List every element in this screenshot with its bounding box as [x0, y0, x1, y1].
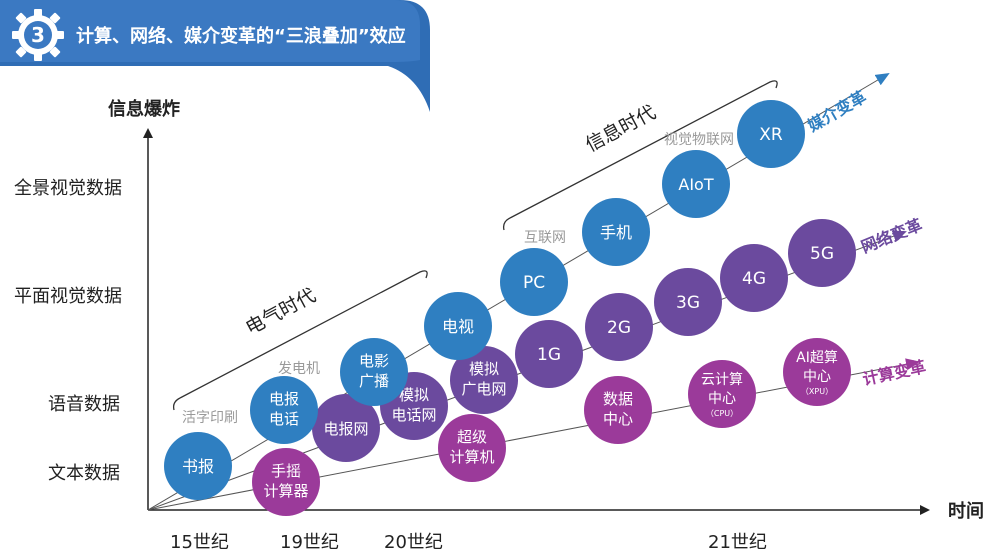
x-period-21c: 21世纪: [708, 532, 767, 553]
y-level-text: 文本数据: [48, 463, 120, 484]
header-number: 3: [31, 23, 45, 47]
node-books-newspapers: 书报: [164, 432, 232, 500]
node-telegraph-telephone: 电报 电话: [250, 376, 318, 444]
compute-wave-label: 计算变革: [861, 357, 928, 389]
node-film-radio: 电影 广播: [340, 338, 408, 406]
svg-text:5G: 5G: [810, 244, 834, 264]
svg-text:XR: XR: [759, 125, 783, 145]
svg-text:电影: 电影: [359, 352, 389, 370]
node-2g: 2G: [585, 293, 653, 361]
svg-text:云计算: 云计算: [701, 372, 743, 388]
svg-text:PC: PC: [523, 273, 545, 293]
y-level-voice: 语音数据: [48, 394, 120, 415]
node-1g: 1G: [515, 320, 583, 388]
x-period-19c: 19世纪: [280, 532, 339, 553]
svg-text:书报: 书报: [182, 457, 214, 476]
svg-text:广电网: 广电网: [461, 380, 506, 398]
svg-text:电话网: 电话网: [391, 406, 436, 424]
svg-text:手摇: 手摇: [271, 462, 301, 480]
svg-text:模拟: 模拟: [469, 360, 499, 378]
y-axis-title: 信息爆炸: [108, 98, 180, 120]
svg-text:广播: 广播: [359, 372, 389, 390]
node-analog-broadcast-network: 模拟 广电网: [450, 346, 518, 414]
node-mobile-phone: 手机: [582, 198, 650, 266]
svg-text:中心: 中心: [803, 369, 831, 385]
svg-text:计算器: 计算器: [263, 482, 308, 500]
svg-text:电报: 电报: [269, 390, 299, 408]
information-era-brace: [502, 80, 778, 231]
svg-text:3G: 3G: [676, 293, 700, 313]
electric-era-brace: [172, 270, 428, 411]
header-title: 计算、网络、媒介变革的“三浪叠加”效应: [76, 25, 406, 47]
node-cloud-computing-center: 云计算 中心 （CPU）: [688, 360, 756, 428]
node-4g: 4G: [720, 244, 788, 312]
gear-icon: [12, 9, 64, 61]
svg-text:2G: 2G: [607, 318, 631, 338]
x-axis-title: 时间: [948, 501, 984, 522]
node-aiot: AIoT: [662, 150, 730, 218]
node-hand-calculator: 手摇 计算器: [252, 448, 320, 516]
node-pc: PC: [500, 248, 568, 316]
header-banner: 3 计算、网络、媒介变革的“三浪叠加”效应: [0, 0, 430, 112]
svg-text:超级: 超级: [457, 428, 487, 446]
svg-text:（XPU）: （XPU）: [801, 387, 833, 396]
svg-text:AIoT: AIoT: [678, 175, 713, 194]
svg-text:手机: 手机: [600, 223, 632, 242]
visual-iot-annotation: 视觉物联网: [664, 132, 734, 148]
svg-text:电视: 电视: [442, 317, 474, 336]
node-supercomputer: 超级 计算机: [438, 414, 506, 482]
generator-annotation: 发电机: [278, 361, 320, 377]
information-era-label: 信息时代: [582, 101, 659, 156]
node-xr: XR: [737, 100, 805, 168]
media-wave-label: 媒介变革: [805, 87, 870, 135]
node-telegraph-network: 电报网: [312, 394, 380, 462]
svg-text:电报网: 电报网: [323, 420, 368, 438]
node-data-center: 数据 中心: [584, 376, 652, 444]
svg-text:模拟: 模拟: [399, 386, 429, 404]
svg-text:（CPU）: （CPU）: [706, 409, 738, 418]
svg-text:4G: 4G: [742, 269, 766, 289]
y-level-planar: 平面视觉数据: [14, 286, 122, 307]
x-period-20c: 20世纪: [384, 532, 443, 553]
svg-text:中心: 中心: [708, 391, 736, 407]
svg-text:电话: 电话: [269, 410, 299, 428]
svg-text:计算机: 计算机: [449, 448, 494, 466]
svg-text:AI超算: AI超算: [796, 350, 838, 366]
svg-text:中心: 中心: [603, 410, 633, 428]
node-5g: 5G: [788, 219, 856, 287]
node-3g: 3G: [654, 268, 722, 336]
svg-text:1G: 1G: [537, 345, 561, 365]
y-level-panoramic: 全景视觉数据: [14, 178, 122, 199]
node-ai-supercomputing-center: AI超算 中心 （XPU）: [783, 338, 851, 406]
internet-annotation: 互联网: [524, 230, 566, 246]
printing-annotation: 活字印刷: [182, 410, 238, 426]
x-period-15c: 15世纪: [170, 532, 229, 553]
node-television: 电视: [424, 292, 492, 360]
svg-text:数据: 数据: [603, 390, 633, 408]
network-wave-label: 网络变革: [858, 215, 924, 257]
